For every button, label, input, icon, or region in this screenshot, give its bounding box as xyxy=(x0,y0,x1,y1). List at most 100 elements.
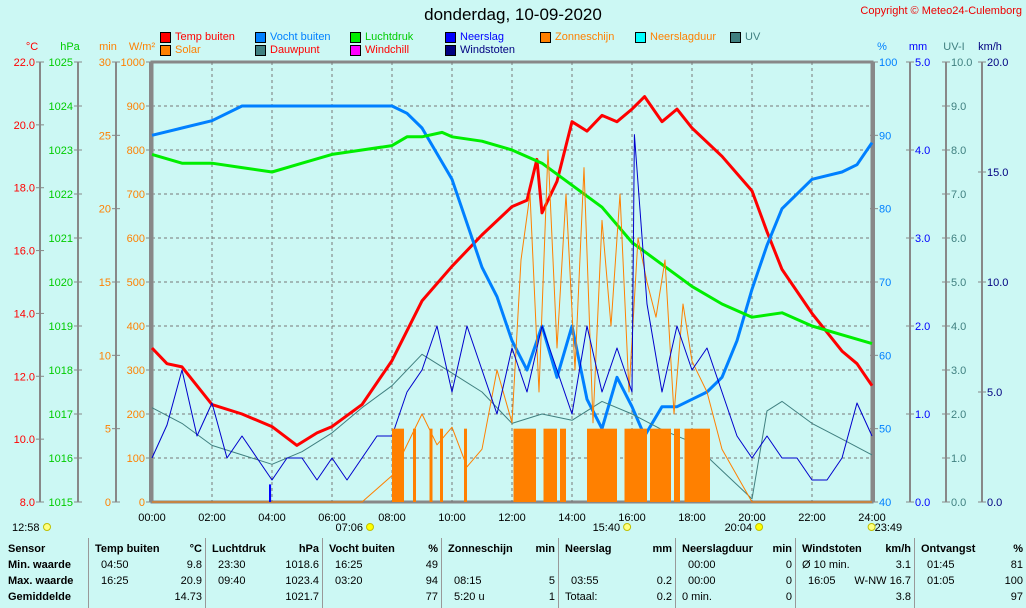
table-cell: 3.1 xyxy=(895,559,911,571)
series-line-luchtdruk xyxy=(151,130,873,346)
bar-zonneschijn xyxy=(440,428,443,502)
legend-swatch xyxy=(635,31,646,43)
axis-tick-label: 18.0 xyxy=(14,183,35,195)
moon-icon xyxy=(867,523,876,531)
table-cell: W-NW 16.7 xyxy=(854,575,911,587)
table-cell: Temp buiten xyxy=(95,543,160,555)
bar-zonneschijn xyxy=(543,428,557,502)
table-cell: 0 xyxy=(785,591,792,603)
axis-tick-label: 1021 xyxy=(49,233,73,245)
table-cell: 0.2 xyxy=(656,575,672,587)
table-cell: Windstoten xyxy=(802,543,862,555)
table-column: Neerslagduur min 00:00 0 00:00 0 0 min. 0 xyxy=(675,538,796,608)
axis-tick-label: 10.0 xyxy=(14,434,35,446)
bar-zonneschijn xyxy=(429,428,433,502)
table-cell: 0 xyxy=(785,575,792,587)
table-cell: Ø 10 min. xyxy=(802,559,850,571)
series-line-vocht-buiten xyxy=(151,104,874,438)
axis-tick-label: 3.0 xyxy=(915,233,930,245)
axis-tick-label: 80 xyxy=(879,204,891,216)
table-cell: Luchtdruk xyxy=(212,543,266,555)
table-cell: 03:20 xyxy=(335,575,363,587)
bar-neerslag xyxy=(269,484,272,502)
axis-tick-label: 1015 xyxy=(49,497,73,509)
table-cell: 0.2 xyxy=(656,591,672,603)
axis-tick-label: 1018 xyxy=(49,365,73,377)
axis-tick-label: 12.0 xyxy=(14,371,35,383)
legend-label: UV xyxy=(745,31,761,43)
legend-label: Neerslagduur xyxy=(650,31,717,43)
axis-unit-min: min xyxy=(99,41,117,53)
table-cell: 16:25 xyxy=(101,575,129,587)
chart: °C22.020.018.016.014.012.010.08.0hPa1025… xyxy=(12,41,1008,534)
legend-label: Vocht buiten xyxy=(270,31,331,43)
row-labels: Sensor Min. waarde Max. waarde Gemiddelde xyxy=(0,538,88,608)
axis-tick-label: 6.0 xyxy=(951,233,966,245)
chart-title: donderdag, 10-09-2020 xyxy=(424,5,602,24)
table-cell: °C xyxy=(189,543,202,555)
axis-tick-label: 100 xyxy=(879,57,897,69)
legend-swatch xyxy=(350,44,361,56)
moon-icon xyxy=(43,523,51,531)
axis-tick-label: 5.0 xyxy=(951,277,966,289)
table-cell: 00:00 xyxy=(688,575,716,587)
axis-tick-label: 9.0 xyxy=(951,101,966,113)
axis-tick-label: 16.0 xyxy=(14,246,35,258)
legend-label: Luchtdruk xyxy=(365,31,414,43)
axis-tick-label: 1.0 xyxy=(951,453,966,465)
legend-swatch xyxy=(540,31,551,43)
table-cell: 3.8 xyxy=(895,591,911,603)
bar-zonneschijn xyxy=(392,428,404,502)
axis-tick-label: 300 xyxy=(127,365,145,377)
table-cell: Ontvangst xyxy=(921,543,976,555)
axis-tick-label: 14.0 xyxy=(14,308,35,320)
axis-tick-label: 20.0 xyxy=(14,120,35,132)
table-column: Windstoten km/h Ø 10 min. 3.1 16:05 W-NW 16.7… xyxy=(795,538,915,608)
table-cell: mm xyxy=(652,543,672,555)
axis-tick-label: 8.0 xyxy=(951,145,966,157)
axis-unit-uv: UV-I xyxy=(943,41,964,53)
legend-swatch xyxy=(730,31,741,43)
legend-item: UV xyxy=(730,31,760,43)
legend-swatch xyxy=(255,44,266,56)
axis-tick-label: 20 xyxy=(99,204,111,216)
table-cell: 100 xyxy=(1004,575,1023,587)
event-time: 07:06 xyxy=(335,522,363,534)
axis-tick-label: 7.0 xyxy=(951,189,966,201)
table-cell: 1023.4 xyxy=(285,575,319,587)
table-cell: Sensor xyxy=(8,543,46,555)
table-cell: 9.8 xyxy=(186,559,202,571)
table-column: Vocht buiten% 16:25 49 03:20 94 77 xyxy=(322,538,442,608)
sunset-icon xyxy=(755,523,764,531)
table-cell: 0 min. xyxy=(682,591,712,603)
axis-tick-label: 3.0 xyxy=(951,365,966,377)
legend-label: Temp buiten xyxy=(175,31,235,43)
legend-item: Windchill xyxy=(350,44,409,56)
table-cell: 81 xyxy=(1010,559,1023,571)
axis-tick-label: 8.0 xyxy=(20,497,35,509)
x-tick-label: 04:00 xyxy=(258,512,286,524)
x-tick-label: 12:00 xyxy=(498,512,526,524)
axis-tick-label: 5.0 xyxy=(915,57,930,69)
axis-tick-label: 1022 xyxy=(49,189,73,201)
legend-swatch xyxy=(255,31,266,43)
table-cell: km/h xyxy=(885,543,911,555)
bar-zonneschijn xyxy=(650,428,671,502)
bar-zonneschijn xyxy=(684,428,710,502)
table-cell: Neerslag xyxy=(565,543,612,555)
axis-unit-pct: % xyxy=(877,41,887,53)
axis-tick-label: 20.0 xyxy=(987,57,1008,69)
table-cell: 16:25 xyxy=(335,559,363,571)
axis-tick-label: 1019 xyxy=(49,321,73,333)
legend-item: Windstoten xyxy=(445,44,515,56)
event-time: 20:04 xyxy=(725,522,753,534)
axis-tick-label: 50 xyxy=(879,424,891,436)
legend-item: Temp buiten xyxy=(160,31,235,43)
bar-zonneschijn xyxy=(560,428,566,502)
axis-unit-hpa: hPa xyxy=(60,41,80,53)
event-time: 23:49 xyxy=(875,522,903,534)
axis-tick-label: 1025 xyxy=(49,57,73,69)
axis-tick-label: 0.0 xyxy=(951,497,966,509)
table-cell: 94 xyxy=(425,575,438,587)
